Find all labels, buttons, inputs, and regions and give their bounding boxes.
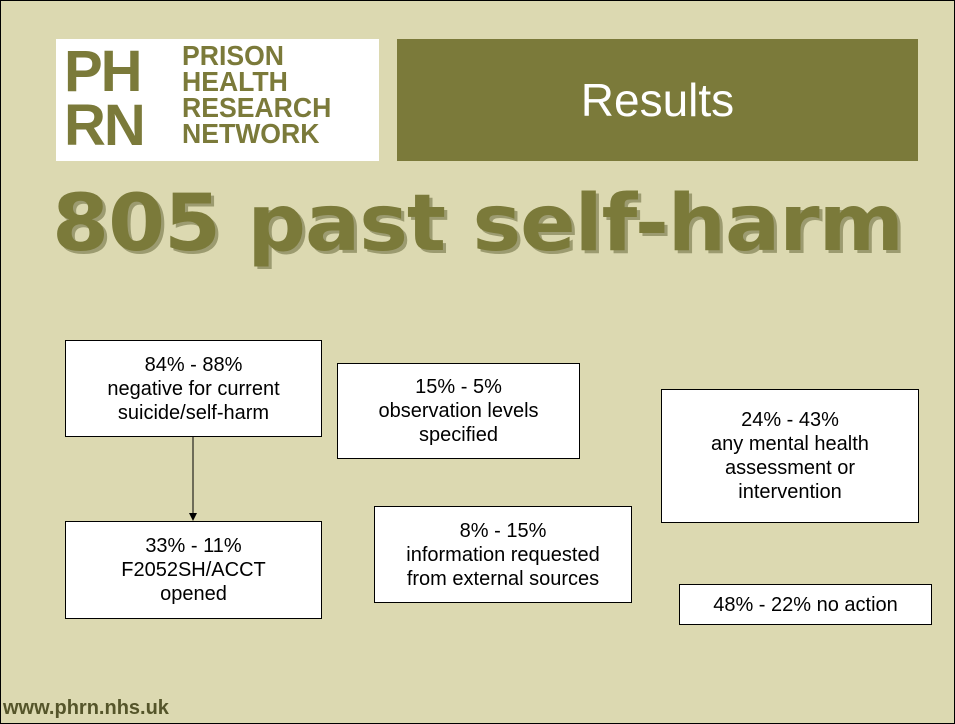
result-box: 8% - 15% information requested from extern… xyxy=(374,506,632,603)
box-line: 33% - 11% xyxy=(145,535,242,557)
box-line: specified xyxy=(419,424,498,446)
box-line: 84% - 88% xyxy=(144,353,243,376)
footer-url: www.phrn.nhs.uk xyxy=(3,697,169,719)
result-box: 15% - 5% observation levels specified xyxy=(337,363,580,459)
result-box: 33% - 11% F2052SH/ACCT opened xyxy=(65,521,322,619)
box-line: 8% - 15% xyxy=(459,519,547,542)
logo-initials: PH xyxy=(64,39,143,104)
box-line: opened xyxy=(160,583,227,605)
result-box: 48% - 22% no action xyxy=(679,584,932,625)
logo-initials: RN xyxy=(64,93,146,158)
box-line: F2052SH/ACCT xyxy=(121,559,266,581)
box-line: from external sources xyxy=(406,567,600,590)
box-line: assessment or xyxy=(724,457,856,479)
logo-word: PRISON xyxy=(182,40,284,71)
logo-word: NETWORK xyxy=(182,118,320,149)
result-box: 84% - 88% negative for current suicide/sel… xyxy=(65,340,322,437)
box-line: any mental health xyxy=(711,433,869,455)
logo: PH RN PRISON HEALTH RESEARCH NETWORK xyxy=(56,39,379,161)
logo-word: RESEARCH xyxy=(182,92,332,123)
result-box: 24% - 43% any mental health assessment or i… xyxy=(661,389,919,523)
box-line: negative for current xyxy=(107,377,280,400)
logo-word: HEALTH xyxy=(182,66,288,97)
box-line: 48% - 22% no action xyxy=(713,593,898,616)
title: Results xyxy=(397,39,918,161)
box-line: intervention xyxy=(738,481,842,503)
box-line: observation levels xyxy=(378,400,539,422)
box-line: information requested xyxy=(406,543,600,566)
box-line: 24% - 43% xyxy=(741,409,839,431)
box-line: suicide/self-harm xyxy=(117,401,270,424)
headline: 805 past self-harm xyxy=(52,179,904,269)
arrow-head xyxy=(189,513,197,521)
box-line: 15% - 5% xyxy=(415,376,502,398)
